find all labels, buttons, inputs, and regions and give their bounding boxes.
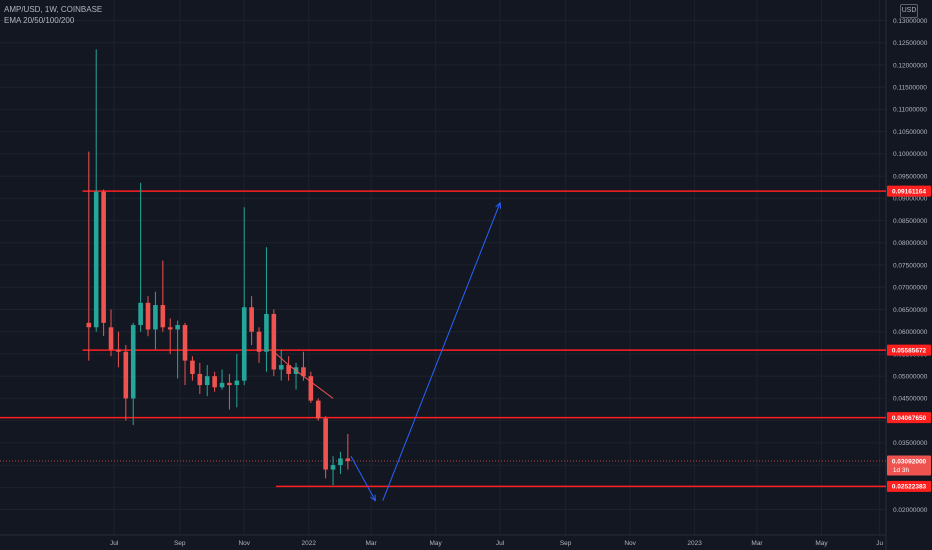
candle[interactable] <box>345 458 351 462</box>
x-tick-label: Ju <box>876 540 883 547</box>
level-price-label: 0.04067650 <box>892 415 927 422</box>
candle[interactable] <box>330 465 336 470</box>
x-tick-label: May <box>815 540 828 547</box>
y-tick-label: 0.09000000 <box>893 196 928 203</box>
y-tick-label: 0.07000000 <box>893 285 928 292</box>
candle[interactable] <box>323 418 328 470</box>
level-price-badge <box>887 185 931 197</box>
x-tick-label: 2022 <box>301 540 316 547</box>
level-price-badge <box>887 344 931 356</box>
candle[interactable] <box>204 376 210 386</box>
y-tick-label: 0.04500000 <box>893 396 928 403</box>
candle[interactable] <box>212 376 217 388</box>
ema-line[interactable] <box>273 351 334 399</box>
x-tick-label: Jul <box>496 540 505 547</box>
candle[interactable] <box>182 325 188 361</box>
y-tick-label: 0.10500000 <box>893 129 928 136</box>
currency-button[interactable]: USD <box>900 4 918 18</box>
candle[interactable] <box>108 327 114 350</box>
y-tick-label: 0.12000000 <box>893 62 928 69</box>
candle[interactable] <box>241 307 247 381</box>
y-tick-label: 0.08500000 <box>893 218 928 225</box>
candle[interactable] <box>123 351 129 399</box>
current-price-badge <box>887 455 931 476</box>
candle[interactable] <box>271 313 277 370</box>
candle[interactable] <box>315 400 321 419</box>
y-tick-label: 0.05000000 <box>893 373 928 380</box>
x-tick-label: May <box>429 540 442 547</box>
y-tick-label: 0.11500000 <box>893 84 927 91</box>
y-tick-label: 0.08000000 <box>893 240 928 247</box>
candle[interactable] <box>264 313 269 352</box>
bar-countdown-label: 1d 3h <box>893 467 910 474</box>
candle[interactable] <box>197 373 203 386</box>
y-tick-label: 0.09500000 <box>893 173 928 180</box>
x-tick-label: Sep <box>560 540 572 547</box>
candle[interactable] <box>175 325 180 330</box>
x-tick-label: Sep <box>174 540 186 547</box>
y-tick-label: 0.10000000 <box>893 151 928 158</box>
x-tick-label: 2023 <box>687 540 702 547</box>
x-tick-label: Mar <box>366 540 378 547</box>
x-tick-label: Jul <box>110 540 119 547</box>
arrow-line[interactable] <box>382 202 501 501</box>
candle[interactable] <box>93 191 99 328</box>
y-tick-label: 0.13000000 <box>893 18 928 25</box>
candle[interactable] <box>308 376 314 401</box>
level-price-badge <box>887 480 931 492</box>
x-tick-label: Nov <box>624 540 636 547</box>
y-tick-label: 0.06500000 <box>893 307 928 314</box>
candle[interactable] <box>278 365 284 370</box>
candle[interactable] <box>249 307 254 332</box>
y-tick-label: 0.03500000 <box>893 440 928 447</box>
candle[interactable] <box>301 367 306 377</box>
candle[interactable] <box>86 322 92 328</box>
candle[interactable] <box>338 458 343 466</box>
candle[interactable] <box>227 382 232 386</box>
level-price-badge <box>887 412 931 424</box>
candle[interactable] <box>153 305 158 330</box>
candle[interactable] <box>219 382 225 388</box>
y-tick-label: 0.11000000 <box>893 107 927 114</box>
y-tick-label: 0.07500000 <box>893 262 928 269</box>
candle[interactable] <box>101 191 106 323</box>
level-price-label: 0.02522383 <box>892 484 927 491</box>
arrow-head <box>370 494 376 502</box>
candle[interactable] <box>256 331 262 352</box>
level-price-label: 0.09161164 <box>892 188 926 195</box>
arrow-head <box>495 201 502 209</box>
arrow-line[interactable] <box>350 455 376 501</box>
x-tick-label: Nov <box>238 540 250 547</box>
candle[interactable] <box>130 325 136 399</box>
candle[interactable] <box>116 349 121 352</box>
candle[interactable] <box>160 305 166 328</box>
chart-legend: AMP/USD, 1W, COINBASE EMA 20/50/100/200 <box>4 4 102 26</box>
x-tick-label: Mar <box>751 540 763 547</box>
y-tick-label: 0.02000000 <box>893 507 928 514</box>
candle[interactable] <box>167 327 173 330</box>
symbol-title[interactable]: AMP/USD, 1W, COINBASE <box>4 5 103 14</box>
level-price-label: 0.05585672 <box>892 347 927 354</box>
y-tick-label: 0.12500000 <box>893 40 928 47</box>
candle[interactable] <box>286 365 291 374</box>
candle[interactable] <box>145 302 151 330</box>
candle[interactable] <box>234 380 240 386</box>
candle[interactable] <box>190 360 195 374</box>
current-price-label: 0.03092000 <box>892 458 927 465</box>
y-tick-label: 0.06000000 <box>893 329 928 336</box>
indicator-label[interactable]: EMA 20/50/100/200 <box>4 16 75 25</box>
candle[interactable] <box>138 302 143 326</box>
